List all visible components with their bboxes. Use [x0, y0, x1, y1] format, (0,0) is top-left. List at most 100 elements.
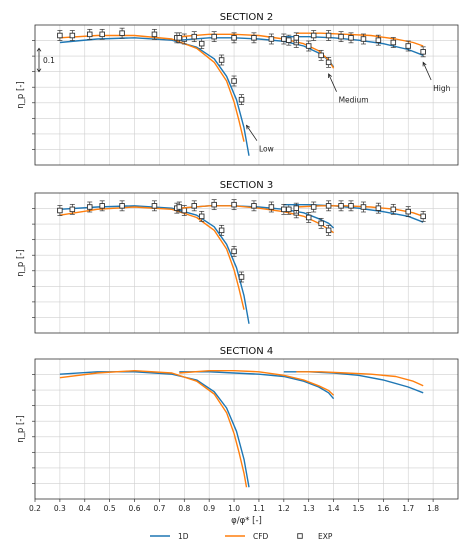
legend: 1D CFD EXP	[150, 532, 333, 541]
exp-marker	[69, 32, 76, 39]
scale-arrow-down	[36, 68, 42, 73]
exp-marker	[176, 204, 183, 210]
exp-point	[318, 49, 324, 61]
exp-marker	[86, 31, 93, 38]
exp-marker	[310, 204, 317, 210]
exp-point	[305, 40, 312, 52]
panel-section-2: SECTION 2 η_p [-] 0.1 Low Medium High	[16, 12, 459, 166]
exp-point	[281, 33, 287, 45]
x-tick-label: 1.3	[303, 504, 315, 513]
exp-point	[420, 210, 426, 222]
exp-marker	[211, 201, 217, 208]
x-tick-label: 1.2	[278, 504, 290, 513]
grid	[34, 359, 458, 499]
exp-marker	[405, 208, 411, 215]
exp-marker	[151, 31, 158, 38]
annotation-label: High	[433, 84, 450, 93]
axes-frame	[34, 192, 459, 334]
1d-line-low	[59, 205, 250, 324]
y-axis-label: η_p [-]	[16, 81, 26, 108]
legend-label: 1D	[178, 532, 189, 541]
exp-marker	[375, 205, 382, 211]
exp-point	[325, 200, 332, 212]
cfd-line-high	[296, 32, 424, 47]
exp-point	[310, 201, 317, 213]
x-tick-label: 1.1	[253, 504, 265, 513]
annotation-arrowhead	[422, 61, 427, 67]
exp-marker	[325, 32, 332, 39]
exp-point	[176, 201, 183, 213]
x-tick-label: 0.4	[79, 504, 91, 513]
exp-series-high	[281, 30, 426, 58]
exp-marker	[211, 33, 217, 40]
x-tick-label: 1.5	[353, 504, 365, 513]
exp-marker	[151, 203, 158, 209]
exp-marker	[181, 207, 188, 214]
legend-item-1d: 1D	[150, 532, 189, 541]
exp-point	[420, 46, 426, 58]
cfd-line-low	[59, 34, 245, 142]
annotation-arrow	[422, 62, 432, 81]
exp-marker	[191, 33, 197, 40]
exp-marker	[268, 204, 275, 210]
exp-point	[218, 54, 225, 66]
exp-point	[251, 32, 257, 44]
exp-point	[218, 224, 225, 236]
exp-series-low	[57, 200, 245, 283]
exp-marker	[176, 35, 183, 41]
exp-point	[268, 201, 275, 213]
annotation-medium: Medium	[328, 73, 369, 105]
exp-point	[198, 210, 205, 222]
exp-point	[198, 38, 205, 50]
exp-marker	[360, 36, 367, 42]
exp-marker	[119, 30, 125, 36]
exp-point	[348, 32, 354, 44]
exp-marker	[191, 203, 197, 209]
scale-arrow-up	[36, 47, 42, 52]
cfd-line-medium	[179, 370, 335, 396]
exp-point	[119, 200, 125, 212]
exp-point	[231, 32, 237, 44]
exp-marker	[318, 220, 324, 227]
exp-marker	[251, 203, 257, 209]
exp-point	[360, 33, 367, 45]
annotation-low: Low	[245, 124, 274, 154]
exp-point	[211, 31, 217, 43]
exp-marker	[293, 205, 300, 211]
exp-marker	[325, 59, 332, 66]
legend-item-exp: EXP	[297, 532, 333, 541]
1d-line-low	[59, 371, 250, 488]
exp-marker	[318, 52, 324, 59]
exp-marker	[99, 31, 105, 38]
x-tick-label: 1.8	[427, 504, 439, 513]
x-tick-label: 1.0	[228, 504, 240, 513]
cfd-line-high	[296, 205, 424, 217]
exp-point	[231, 199, 237, 211]
exp-marker	[218, 227, 225, 234]
x-tick-label: 0.7	[153, 504, 165, 513]
exp-series-medium	[176, 31, 332, 68]
exp-marker	[286, 37, 292, 43]
exp-marker	[231, 35, 237, 41]
annotation-arrow	[328, 73, 337, 92]
axes-frame	[34, 358, 459, 500]
x-tick-label: 1.7	[402, 504, 414, 513]
exp-point	[310, 30, 317, 41]
exp-marker	[305, 43, 312, 49]
exp-point	[325, 30, 332, 41]
exp-marker	[69, 206, 76, 213]
exp-point	[99, 200, 105, 212]
panel-title: SECTION 4	[220, 346, 274, 357]
annotation-arrowhead	[245, 124, 251, 130]
legend-label: EXP	[318, 532, 333, 541]
exp-point	[390, 203, 397, 215]
1d-line-medium	[179, 371, 335, 400]
exp-point	[57, 205, 63, 216]
scale-annotation: 0.1	[36, 47, 55, 73]
exp-marker	[231, 78, 237, 84]
exp-point	[69, 30, 76, 41]
exp-series-high	[281, 200, 426, 222]
exp-marker	[338, 203, 344, 209]
exp-marker	[198, 40, 205, 47]
annotation-label: Low	[259, 145, 274, 154]
